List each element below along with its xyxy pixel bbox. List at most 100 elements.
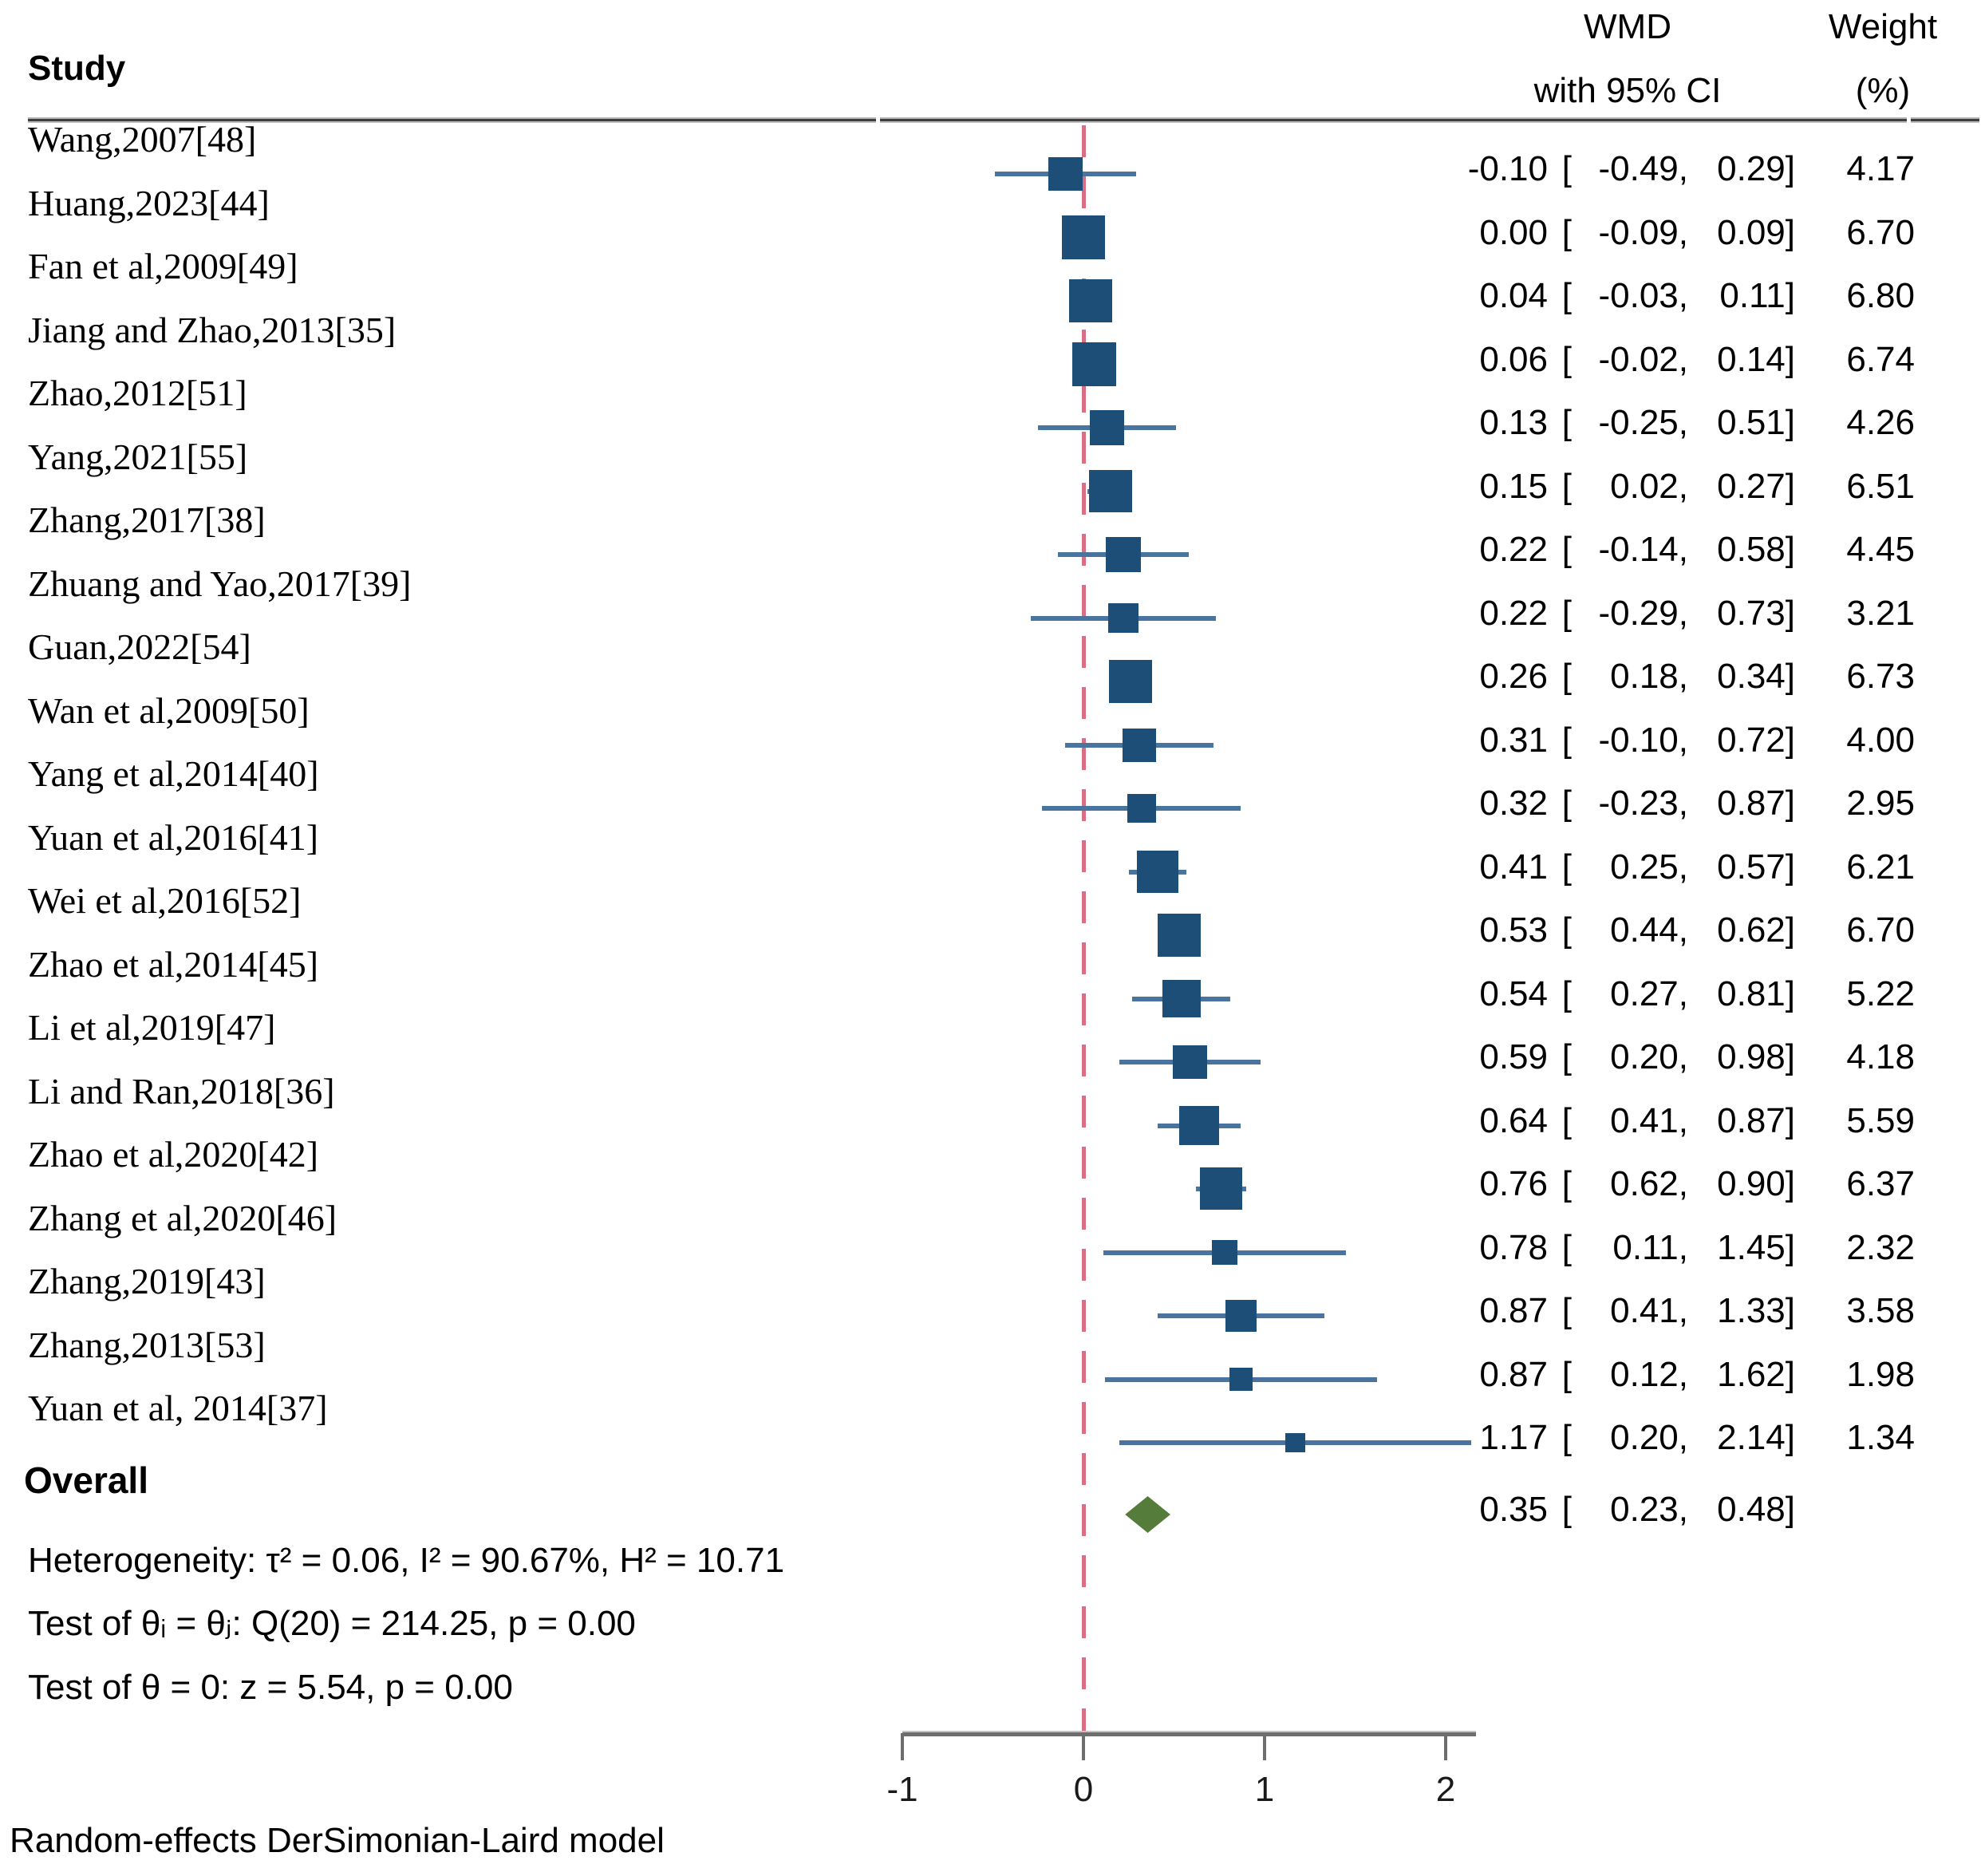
weight-column-header-line2: (%)	[1855, 71, 1911, 110]
study-label: Zhao et al,2014[45]	[28, 943, 319, 985]
test-theta-zero: Test of θ = 0: z = 5.54, p = 0.00	[28, 1668, 513, 1707]
weight-value: 6.80	[1846, 276, 1915, 315]
weight-value: 6.70	[1846, 910, 1915, 950]
wmd-value: 0.13[-0.25, 0.51]	[1479, 403, 1795, 442]
overall-label: Overall	[24, 1459, 148, 1501]
header-rule-middle	[880, 117, 1907, 123]
weight-value: 6.74	[1846, 339, 1915, 379]
study-label: Yuan et al,2016[41]	[28, 816, 319, 858]
wmd-value: 0.15[0.02, 0.27]	[1479, 466, 1795, 506]
study-label: Wang,2007[48]	[28, 119, 257, 160]
weight-value: 3.21	[1846, 593, 1915, 633]
wmd-value: 0.00[-0.09, 0.09]	[1479, 212, 1795, 252]
x-axis-tick-label: -1	[886, 1770, 918, 1809]
wmd-value: -0.10[-0.49, 0.29]	[1467, 149, 1795, 188]
model-note: Random-effects DerSimonian-Laird model	[10, 1821, 665, 1860]
wmd-value: 0.54[0.27, 0.81]	[1479, 974, 1795, 1013]
weight-value: 6.73	[1846, 657, 1915, 696]
effect-marker	[1108, 602, 1138, 634]
test-theta-equality: Test of θᵢ = θⱼ: Q(20) = 214.25, p = 0.0…	[28, 1604, 636, 1643]
effect-marker	[1229, 1367, 1253, 1392]
effect-marker	[1285, 1432, 1305, 1453]
x-axis-tick	[1082, 1733, 1085, 1760]
zero-reference-line	[1082, 125, 1086, 1731]
wmd-value: 0.53[0.44, 0.62]	[1479, 910, 1795, 950]
study-label: Li et al,2019[47]	[28, 1007, 276, 1048]
weight-value: 6.37	[1846, 1164, 1915, 1203]
effect-marker	[1200, 1167, 1243, 1211]
wmd-value: 1.17[0.20, 2.14]	[1479, 1418, 1795, 1457]
wmd-value: 0.78[0.11, 1.45]	[1479, 1227, 1795, 1267]
weight-value: 6.51	[1846, 466, 1915, 506]
effect-marker	[1179, 1105, 1220, 1146]
wmd-value: 0.87[0.41, 1.33]	[1479, 1291, 1795, 1330]
weight-column-header-line1: Weight	[1828, 7, 1938, 46]
effect-marker	[1123, 728, 1157, 762]
effect-marker	[1068, 278, 1113, 323]
x-axis-tick	[1263, 1733, 1266, 1760]
overall-diamond	[1125, 1496, 1170, 1533]
weight-value: 4.17	[1846, 149, 1915, 188]
wmd-value: 0.06[-0.02, 0.14]	[1479, 339, 1795, 379]
study-label: Zhang,2017[38]	[28, 500, 266, 540]
study-label: Huang,2023[44]	[28, 182, 270, 223]
wmd-value: 0.22[-0.29, 0.73]	[1479, 593, 1795, 633]
overall-wmd-value: 0.35[0.23, 0.48]	[1479, 1490, 1795, 1529]
header-rule-right	[1911, 117, 1979, 123]
study-label: Yuan et al, 2014[37]	[28, 1388, 328, 1428]
effect-marker	[1225, 1300, 1257, 1332]
study-label: Zhao et al,2020[42]	[28, 1134, 319, 1175]
weight-value: 1.34	[1846, 1418, 1915, 1457]
study-label: Zhang et al,2020[46]	[28, 1197, 337, 1238]
x-axis-line	[902, 1731, 1476, 1736]
effect-marker	[1212, 1239, 1238, 1266]
effect-marker	[1173, 1045, 1208, 1080]
x-axis-tick-label: 2	[1435, 1770, 1456, 1809]
effect-marker	[1136, 851, 1179, 893]
weight-value: 4.18	[1846, 1037, 1915, 1076]
weight-value: 1.98	[1846, 1354, 1915, 1394]
study-label: Zhang,2013[53]	[28, 1324, 266, 1365]
x-axis-tick-label: 1	[1254, 1770, 1275, 1809]
study-label: Yang,2021[55]	[28, 436, 248, 477]
wmd-value: 0.41[0.25, 0.57]	[1479, 847, 1795, 887]
effect-marker	[1158, 913, 1202, 958]
effect-marker	[1089, 410, 1125, 445]
weight-value: 4.26	[1846, 403, 1915, 442]
wmd-value: 0.22[-0.14, 0.58]	[1479, 530, 1795, 569]
study-label: Zhang,2019[43]	[28, 1261, 266, 1301]
x-axis-tick	[901, 1733, 904, 1760]
study-label: Zhuang and Yao,2017[39]	[28, 563, 412, 604]
effect-marker	[1127, 793, 1156, 823]
study-label: Wei et al,2016[52]	[28, 880, 302, 921]
study-label: Wan et al,2009[50]	[28, 689, 310, 731]
study-label: Guan,2022[54]	[28, 626, 251, 667]
effect-marker	[1108, 659, 1153, 704]
effect-marker	[1048, 156, 1083, 192]
weight-value: 5.59	[1846, 1100, 1915, 1140]
wmd-value: 0.87[0.12, 1.62]	[1479, 1354, 1795, 1394]
study-label: Li and Ran,2018[36]	[28, 1070, 335, 1112]
wmd-column-header-line1: WMD	[1584, 7, 1671, 46]
x-axis-tick	[1444, 1733, 1447, 1760]
study-label: Jiang and Zhao,2013[35]	[28, 309, 397, 350]
weight-value: 5.22	[1846, 974, 1915, 1013]
effect-marker	[1089, 469, 1132, 513]
wmd-value: 0.32[-0.23, 0.87]	[1479, 784, 1795, 823]
effect-marker	[1072, 342, 1116, 386]
weight-value: 4.45	[1846, 530, 1915, 569]
study-label: Zhao,2012[51]	[28, 373, 247, 413]
x-axis-tick-label: 0	[1073, 1770, 1094, 1809]
weight-value: 3.58	[1846, 1291, 1915, 1330]
wmd-column-header-line2: with 95% CI	[1533, 71, 1722, 110]
wmd-value: 0.04[-0.03, 0.11]	[1479, 276, 1795, 315]
wmd-value: 0.26[0.18, 0.34]	[1479, 657, 1795, 696]
wmd-value: 0.64[0.41, 0.87]	[1479, 1100, 1795, 1140]
weight-value: 4.00	[1846, 720, 1915, 760]
effect-marker	[1105, 536, 1142, 573]
header-rule-left	[28, 117, 876, 123]
weight-value: 2.32	[1846, 1227, 1915, 1267]
wmd-value: 0.76[0.62, 0.90]	[1479, 1164, 1795, 1203]
weight-value: 6.70	[1846, 212, 1915, 252]
